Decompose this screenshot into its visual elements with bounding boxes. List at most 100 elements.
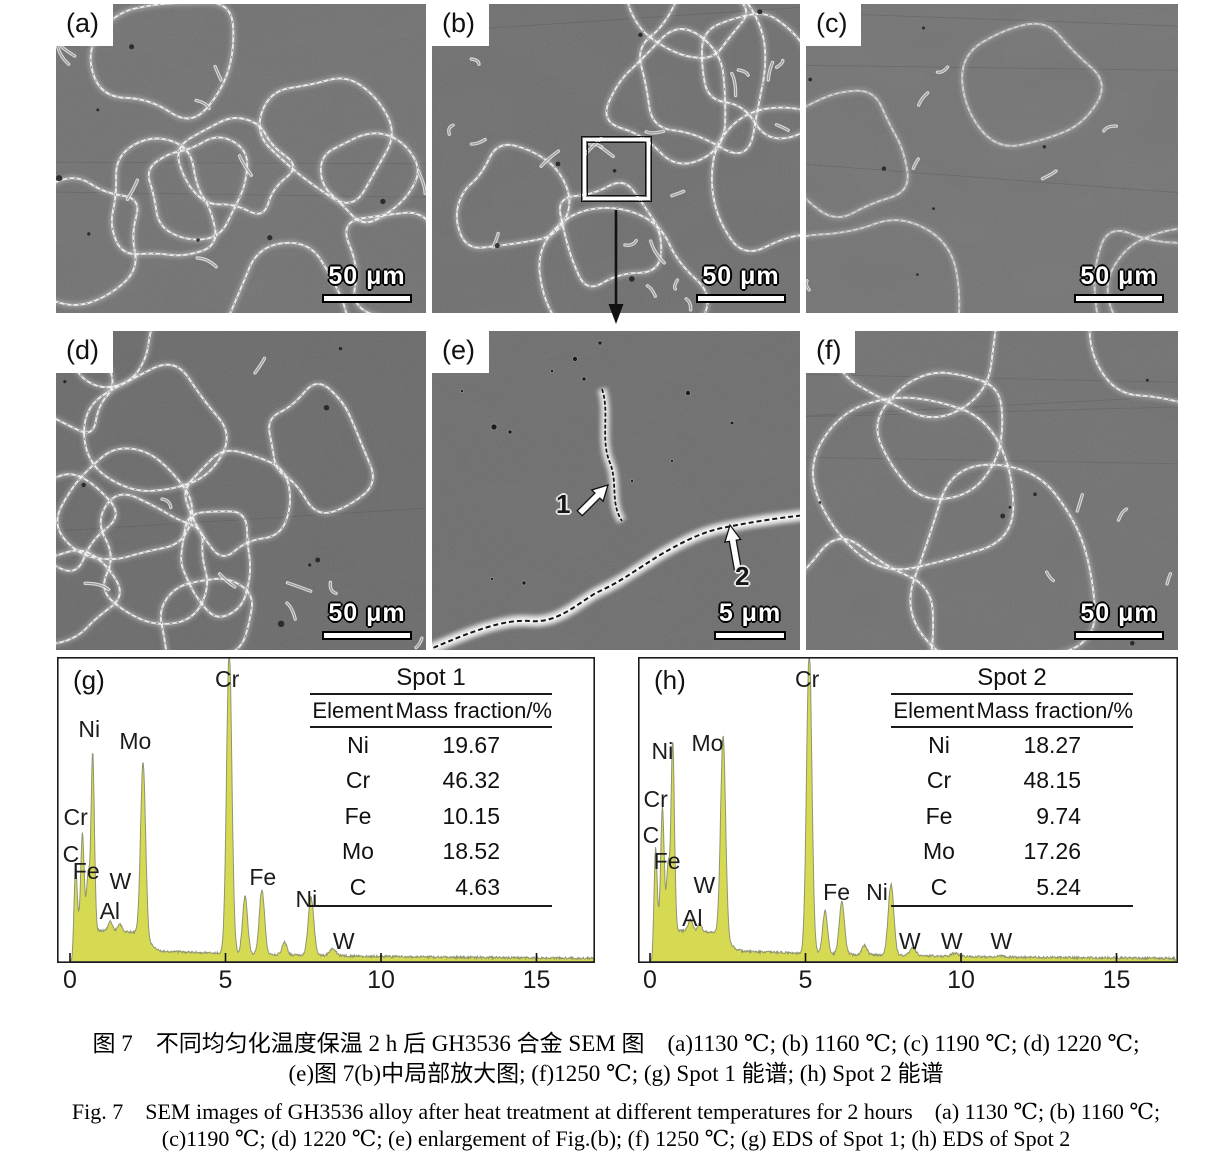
mass-fraction-cell: 48.15 [1023, 767, 1081, 794]
spot-1-marker: 1 [556, 489, 571, 519]
scale-bar-label: 50 μm [1080, 599, 1158, 627]
caption-english-line2: (c)1190 ℃; (d) 1220 ℃; (e) enlargement o… [161, 1126, 1071, 1151]
element-label: Cr [643, 786, 668, 812]
eds-panel-h: C Cr Fe Ni Al W Mo Cr Fe Ni W W W (h) Spot 2 Element… [638, 657, 1178, 963]
panel-label-a: (a) [56, 4, 113, 46]
panel-label-e: (e) [432, 331, 489, 373]
mass-fraction-cell: 46.32 [442, 767, 500, 794]
element-label: Cr [795, 666, 820, 692]
mass-fraction-cell: 17.26 [1023, 838, 1081, 865]
scale-bar-line [696, 294, 786, 303]
x-axis-tick-label: 10 [367, 966, 395, 994]
inset-box [581, 136, 652, 202]
element-cell: Ni [347, 732, 369, 758]
element-label: Fe [654, 848, 681, 874]
element-label: Ni [652, 738, 674, 764]
sem-micrograph [56, 331, 426, 650]
sem-panel-b: (b) 50 μm [432, 4, 800, 324]
element-cell: Ni [928, 732, 950, 758]
sem-panel-f: (f) 50 μm [806, 331, 1178, 650]
eds-table-row: Cr 48.15 [891, 763, 1133, 798]
caption-chinese-line2: (e)图 7(b)中局部放大图; (f)1250 ℃; (g) Spot 1 能… [288, 1061, 944, 1086]
sem-texture [806, 4, 1178, 313]
mass-fraction-cell: 9.74 [1036, 802, 1081, 829]
mass-fraction-cell: 5.24 [1036, 873, 1081, 900]
spectrum-curve [649, 658, 1177, 962]
x-axis-tick-label: 0 [63, 966, 77, 994]
sem-micrograph-enlarged [432, 331, 800, 650]
panel-label-f: (f) [806, 331, 856, 373]
x-axis-tick-label: 5 [798, 966, 813, 994]
eds-table-row: Mo 17.26 [891, 834, 1133, 869]
panel-label-c: (c) [806, 4, 862, 46]
element-label: W [333, 928, 355, 954]
plot-border [638, 657, 1178, 963]
eds-table-row: C 5.24 [891, 870, 1133, 905]
element-cell: Mo [342, 838, 374, 865]
element-label: Fe [823, 879, 850, 905]
arrow-1 [576, 484, 609, 517]
eds-table-row: Mo 18.52 [310, 834, 552, 869]
eds-table-title: Spot 2 [891, 662, 1133, 695]
eds-table-title: Spot 1 [310, 662, 552, 695]
eds-table-header: Element Mass fraction/% [310, 695, 552, 728]
element-cell: Fe [344, 802, 372, 829]
sem-panel-c: (c) 50 μm [806, 4, 1178, 313]
element-cell: C [349, 873, 367, 900]
scale-bar-line [1074, 631, 1164, 640]
sem-texture [56, 331, 426, 650]
eds-panel-g: C Cr Fe Ni Al W Mo Cr Fe Ni W (g) Spot 1 Element M… [57, 657, 595, 963]
panel-label-b: (b) [432, 4, 489, 46]
column-element: Element [893, 698, 975, 723]
element-label: Ni [78, 716, 100, 742]
sem-micrograph [806, 4, 1178, 313]
element-label: Mo [119, 728, 151, 754]
x-axis-tick-label: 15 [522, 966, 551, 994]
element-label: C [63, 841, 80, 867]
element-label: Cr [215, 666, 240, 692]
eds-table-row: Cr 46.32 [310, 763, 552, 798]
down-arrow [608, 210, 624, 324]
scale-bar-d: 50 μm [322, 599, 412, 640]
scale-bar-line [322, 631, 412, 640]
sem-micrograph [432, 4, 800, 324]
eds-table-spot2: Spot 2 Element Mass fraction/% Ni 18.27 Cr… [891, 662, 1133, 907]
element-label: Fe [249, 864, 276, 890]
column-mass-fraction: Mass fraction/% [395, 698, 553, 723]
sem-panel-d: (d) 50 μm [56, 331, 426, 650]
element-label: W [899, 928, 921, 954]
scale-bar-label: 50 μm [328, 599, 406, 627]
element-label: Fe [73, 858, 100, 884]
element-cell: Cr [926, 767, 952, 794]
scale-bar-label: 5 μm [718, 599, 782, 627]
x-axis-tick-label: 15 [1102, 966, 1131, 994]
element-cell: Fe [925, 802, 953, 829]
caption-chinese-line1: 图 7 不同均匀化温度保温 2 h 后 GH3536 合金 SEM 图 (a)1… [92, 1031, 1140, 1056]
mass-fraction-cell: 10.15 [442, 802, 500, 829]
scale-bar-label: 50 μm [328, 262, 406, 290]
scale-bar-e: 5 μm [714, 599, 786, 640]
scale-bar-a: 50 μm [322, 262, 412, 303]
spot-2-marker: 2 [735, 561, 750, 591]
column-element: Element [312, 698, 394, 723]
scale-bar-b: 50 μm [696, 262, 786, 303]
eds-table-spot1: Spot 1 Element Mass fraction/% Ni 19.67 Cr… [310, 662, 552, 907]
mass-fraction-cell: 18.27 [1023, 732, 1081, 758]
eds-table-rows: Ni 19.67 Cr 46.32 Fe 10.15 Mo 18.52 C 4.63 [310, 728, 552, 907]
sem-micrograph [56, 4, 426, 313]
scale-bar-f: 50 μm [1074, 599, 1164, 640]
element-label: Al [100, 898, 120, 924]
eds-table-rows: Ni 18.27 Cr 48.15 Fe 9.74 Mo 17.26 C 5.24 [891, 728, 1133, 907]
mass-fraction-cell: 19.67 [442, 732, 500, 758]
scale-bar-c: 50 μm [1074, 262, 1164, 303]
element-cell: Cr [345, 767, 371, 794]
mass-fraction-cell: 18.52 [442, 838, 500, 865]
sem-texture [806, 331, 1178, 650]
element-label: Al [682, 905, 702, 931]
element-label: C [643, 822, 660, 848]
element-label: W [941, 928, 963, 954]
element-label: Cr [63, 804, 88, 830]
x-axis-tick-label: 0 [643, 966, 657, 994]
